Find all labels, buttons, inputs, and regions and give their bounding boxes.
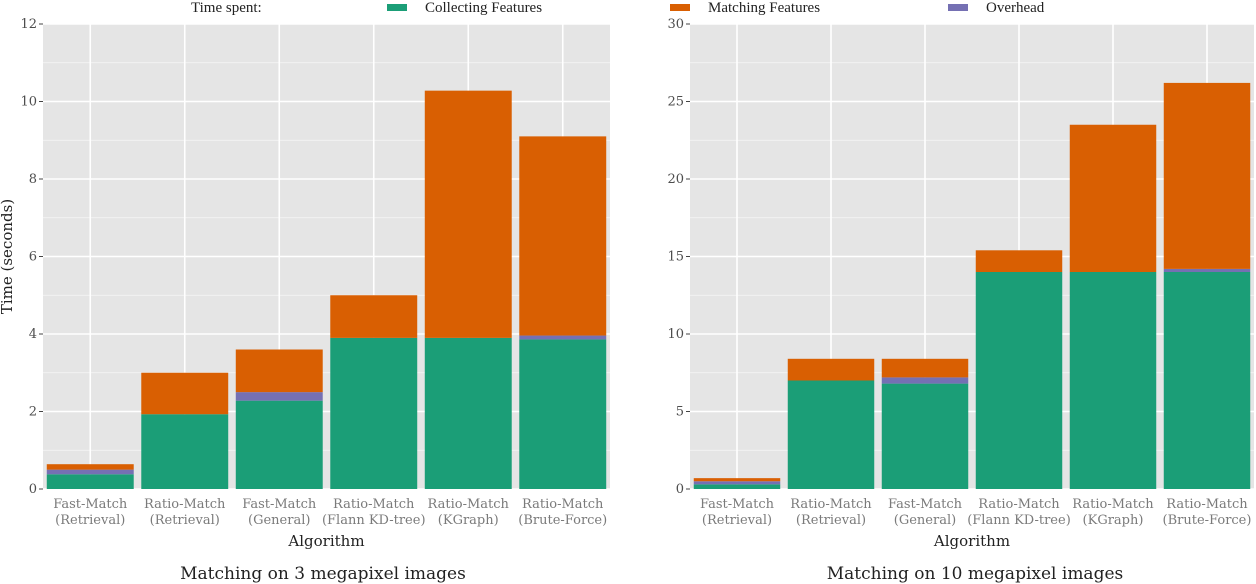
bar-matching-features-1 xyxy=(693,478,781,482)
y-tick-label: 15 xyxy=(667,250,684,265)
y-tick-label: 4 xyxy=(29,327,37,342)
bar-collecting-features-6 xyxy=(519,339,607,489)
bar-collecting-features-3 xyxy=(881,383,969,489)
legend-title: Time spent: xyxy=(191,0,262,16)
bar-matching-features-5 xyxy=(1069,124,1157,272)
bar-collecting-features-2 xyxy=(141,414,229,489)
y-tick-label: 5 xyxy=(676,405,684,420)
bar-collecting-features-5 xyxy=(424,337,512,489)
bar-overhead-3 xyxy=(235,392,323,401)
y-tick-label: 8 xyxy=(29,172,37,187)
bar-matching-features-2 xyxy=(787,358,875,381)
x-tick-label-line1: Ratio-Match xyxy=(790,497,872,512)
x-tick-label-line2: (Retrieval) xyxy=(55,513,125,528)
y-tick-label: 10 xyxy=(20,95,37,110)
bar-collecting-features-5 xyxy=(1069,272,1157,489)
legend-label-overhead: Overhead xyxy=(986,0,1045,16)
bar-matching-features-1 xyxy=(46,464,134,470)
panel-title: Matching on 3 megapixel images xyxy=(180,564,466,584)
legend-swatch-matching-features xyxy=(670,4,690,11)
y-tick-label: 2 xyxy=(29,405,37,420)
legend-swatch-overhead xyxy=(948,4,968,11)
x-tick-label-line1: Ratio-Match xyxy=(1166,497,1248,512)
bar-collecting-features-1 xyxy=(46,474,134,489)
y-tick-label: 6 xyxy=(29,250,37,265)
x-tick-label-line2: (Retrieval) xyxy=(150,513,220,528)
bar-overhead-1 xyxy=(693,481,781,485)
x-tick-label-line2: (KGraph) xyxy=(1083,513,1144,528)
chart-10-megapixel: 051015202530Fast-Match(Retrieval)Ratio-M… xyxy=(667,17,1254,584)
x-tick-label-line2: (Brute-Force) xyxy=(1163,513,1252,528)
bar-matching-features-6 xyxy=(1163,82,1251,269)
bar-matching-features-2 xyxy=(141,372,229,415)
x-tick-label-line1: Ratio-Match xyxy=(428,497,510,512)
bar-overhead-6 xyxy=(519,335,607,340)
x-tick-label-line1: Fast-Match xyxy=(242,497,317,512)
bar-overhead-6 xyxy=(1163,268,1251,272)
x-tick-label-line2: (Brute-Force) xyxy=(518,513,607,528)
legend-label-matching-features: Matching Features xyxy=(708,0,821,16)
y-tick-label: 0 xyxy=(676,482,684,497)
bar-collecting-features-3 xyxy=(235,400,323,489)
bar-matching-features-5 xyxy=(424,90,512,338)
x-tick-label-line1: Fast-Match xyxy=(53,497,128,512)
x-tick-label-line1: Fast-Match xyxy=(888,497,963,512)
x-tick-label-line2: (General) xyxy=(248,513,310,528)
x-axis-title: Algorithm xyxy=(933,532,1010,550)
y-tick-label: 12 xyxy=(20,17,37,32)
bar-collecting-features-1 xyxy=(693,484,781,489)
bar-matching-features-4 xyxy=(975,250,1063,272)
x-tick-label-line2: (Flann KD-tree) xyxy=(322,513,426,528)
y-tick-label: 20 xyxy=(667,172,684,187)
legend-label-collecting-features: Collecting Features xyxy=(425,0,543,16)
legend-swatch-collecting-features xyxy=(387,4,407,11)
bar-matching-features-3 xyxy=(235,349,323,393)
bar-matching-features-3 xyxy=(881,358,969,378)
y-tick-label: 10 xyxy=(667,327,684,342)
bar-overhead-1 xyxy=(46,469,134,475)
x-tick-label-line1: Ratio-Match xyxy=(978,497,1060,512)
bar-overhead-3 xyxy=(881,377,969,384)
x-tick-label-line1: Fast-Match xyxy=(700,497,775,512)
chart-3-megapixel: 024681012Fast-Match(Retrieval)Ratio-Matc… xyxy=(0,17,610,584)
x-tick-label-line2: (KGraph) xyxy=(438,513,499,528)
bar-collecting-features-4 xyxy=(330,337,418,489)
bar-matching-features-4 xyxy=(330,295,418,338)
y-tick-label: 25 xyxy=(667,95,684,110)
panel-title: Matching on 10 megapixel images xyxy=(827,564,1124,584)
bar-collecting-features-2 xyxy=(787,380,875,489)
chart-legend: Time spent: Collecting Features Matching… xyxy=(0,0,1256,18)
y-axis-title: Time (seconds) xyxy=(0,199,16,314)
bar-collecting-features-4 xyxy=(975,272,1063,489)
x-tick-label-line1: Ratio-Match xyxy=(144,497,226,512)
x-tick-label-line2: (Retrieval) xyxy=(702,513,772,528)
bar-collecting-features-6 xyxy=(1163,272,1251,489)
x-axis-title: Algorithm xyxy=(287,532,364,550)
x-tick-label-line1: Ratio-Match xyxy=(333,497,415,512)
x-tick-label-line2: (Retrieval) xyxy=(796,513,866,528)
x-tick-label-line1: Ratio-Match xyxy=(1072,497,1154,512)
bar-matching-features-6 xyxy=(519,136,607,336)
x-tick-label-line1: Ratio-Match xyxy=(522,497,604,512)
x-tick-label-line2: (General) xyxy=(894,513,956,528)
x-tick-label-line2: (Flann KD-tree) xyxy=(967,513,1071,528)
y-tick-label: 30 xyxy=(667,17,684,32)
y-tick-label: 0 xyxy=(29,482,37,497)
